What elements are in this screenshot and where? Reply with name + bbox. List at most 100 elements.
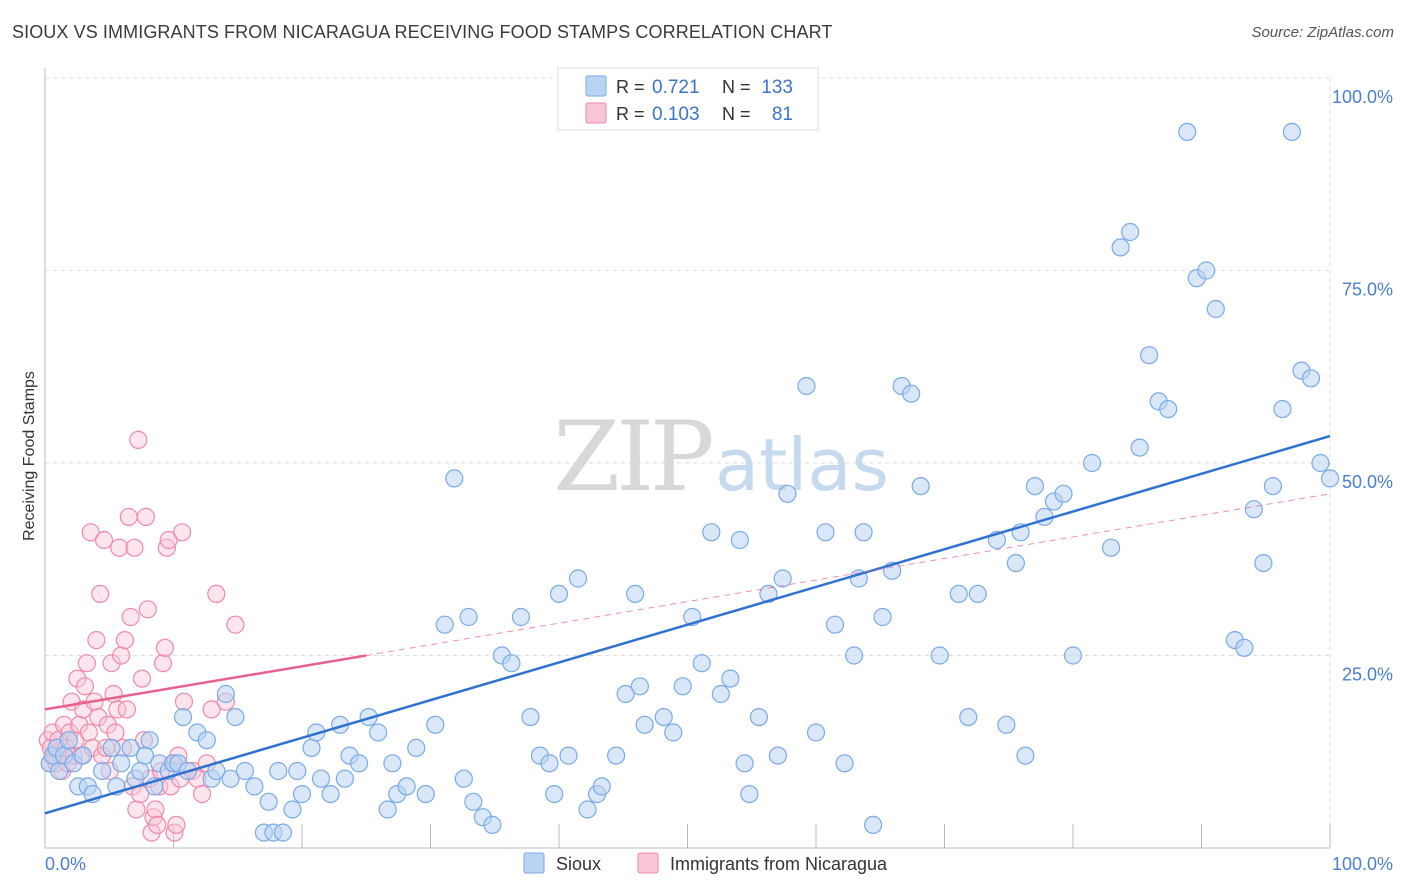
sioux-point-42 <box>288 761 307 781</box>
sioux-point-84 <box>630 677 650 696</box>
nicaragua-point-28 <box>91 584 110 604</box>
series-legend-swatch-nicaragua <box>637 852 659 874</box>
sioux-point-140 <box>1197 261 1216 280</box>
sioux-point-92 <box>711 684 730 704</box>
sioux-point-25 <box>173 707 193 727</box>
sioux-point-102 <box>797 376 816 396</box>
sioux-point-54 <box>378 800 397 819</box>
sioux-point-58 <box>407 738 426 758</box>
nicaragua-point-39 <box>112 646 131 665</box>
legend-swatch-sioux <box>585 75 607 97</box>
sioux-point-132 <box>1111 238 1130 257</box>
legend-r-value-sioux: 0.721 <box>652 77 700 98</box>
nicaragua-point-48 <box>129 430 148 449</box>
sioux-point-83 <box>626 584 645 604</box>
trend-lines <box>44 434 1331 815</box>
sioux-point-114 <box>902 384 921 403</box>
series-legend: Sioux Immigrants from Nicaragua <box>523 852 888 874</box>
series-legend-label-nicaragua: Immigrants from Nicaragua <box>670 854 888 874</box>
sioux-point-118 <box>959 707 978 727</box>
x-tick-label-0: 0.0% <box>45 854 86 874</box>
sioux-point-76 <box>559 746 578 765</box>
nicaragua-point-21 <box>77 654 96 673</box>
nicaragua-point-36 <box>106 723 125 742</box>
sioux-point-97 <box>749 707 768 727</box>
sioux-point-131 <box>1101 538 1121 557</box>
legend-swatch-nicaragua <box>585 102 607 124</box>
nicaragua-point-62 <box>155 638 175 657</box>
sioux-point-5 <box>59 731 78 750</box>
sioux-point-128 <box>1054 484 1073 503</box>
sioux-point-55 <box>383 754 402 773</box>
x-tick-labels: 0.0% 100.0% <box>45 854 1393 874</box>
sioux-point-110 <box>864 815 883 835</box>
series-sioux-points <box>40 122 1340 842</box>
sioux-point-130 <box>1082 453 1102 473</box>
sioux-point-135 <box>1140 346 1159 365</box>
series-legend-swatch-sioux <box>523 852 545 874</box>
legend-r-value-nicaragua: 0.103 <box>652 104 700 125</box>
nicaragua-point-78 <box>207 584 226 604</box>
sioux-point-74 <box>545 784 564 804</box>
nicaragua-point-80 <box>226 615 245 634</box>
sioux-point-109 <box>854 523 873 542</box>
y-tick-label-0: 100.0% <box>1332 87 1393 107</box>
sioux-point-34 <box>235 761 254 781</box>
sioux-point-28 <box>197 731 216 750</box>
nicaragua-point-38 <box>110 538 129 557</box>
nicaragua-point-32 <box>98 715 117 734</box>
sioux-point-116 <box>930 646 949 665</box>
sioux-point-152 <box>1320 469 1340 488</box>
watermark-zip: ZIP <box>553 401 712 513</box>
axes <box>44 68 1331 849</box>
sioux-point-14 <box>112 754 131 773</box>
nicaragua-point-43 <box>119 507 138 527</box>
sioux-point-145 <box>1254 553 1273 573</box>
sioux-point-47 <box>321 784 340 804</box>
sioux-point-147 <box>1273 400 1292 419</box>
sioux-point-137 <box>1159 400 1178 419</box>
sioux-point-82 <box>616 684 635 704</box>
sioux-point-86 <box>654 707 673 727</box>
sioux-point-124 <box>1016 746 1035 765</box>
watermark: ZIP atlas <box>553 401 889 513</box>
sioux-point-134 <box>1130 438 1149 457</box>
nicaragua-point-27 <box>89 707 108 727</box>
sioux-point-51 <box>350 754 369 773</box>
sioux-point-33 <box>226 707 245 727</box>
y-tick-labels: 100.0% 75.0% 50.0% 25.0% <box>1332 87 1393 685</box>
sioux-point-119 <box>968 584 987 604</box>
sioux-point-96 <box>740 784 759 804</box>
sioux-point-49 <box>335 769 354 788</box>
nicaragua-point-57 <box>146 800 165 819</box>
sioux-point-73 <box>540 754 559 773</box>
sioux-point-81 <box>607 746 626 765</box>
sioux-point-146 <box>1263 477 1282 496</box>
sioux-point-150 <box>1301 369 1321 388</box>
nicaragua-point-52 <box>136 507 155 527</box>
sioux-point-104 <box>816 523 835 542</box>
sioux-point-122 <box>1006 553 1025 573</box>
sioux-point-91 <box>702 523 721 542</box>
sioux-point-144 <box>1244 500 1263 519</box>
sioux-point-17 <box>131 761 150 781</box>
sioux-point-133 <box>1121 222 1140 242</box>
sioux-point-61 <box>435 615 454 634</box>
sioux-point-59 <box>416 784 435 804</box>
sioux-point-69 <box>502 654 521 673</box>
nicaragua-trend-line <box>44 654 367 711</box>
sioux-point-117 <box>949 584 968 604</box>
nicaragua-point-37 <box>108 700 127 719</box>
sioux-point-43 <box>292 784 312 804</box>
nicaragua-point-71 <box>172 523 192 542</box>
sioux-point-57 <box>397 777 416 796</box>
sioux-point-80 <box>592 777 611 796</box>
sioux-trend-line <box>44 434 1331 815</box>
nicaragua-point-26 <box>87 630 106 650</box>
sioux-point-143 <box>1235 638 1254 657</box>
sioux-point-70 <box>511 607 531 627</box>
sioux-point-40 <box>273 823 293 842</box>
sioux-point-46 <box>311 769 331 788</box>
nicaragua-point-50 <box>132 669 152 688</box>
